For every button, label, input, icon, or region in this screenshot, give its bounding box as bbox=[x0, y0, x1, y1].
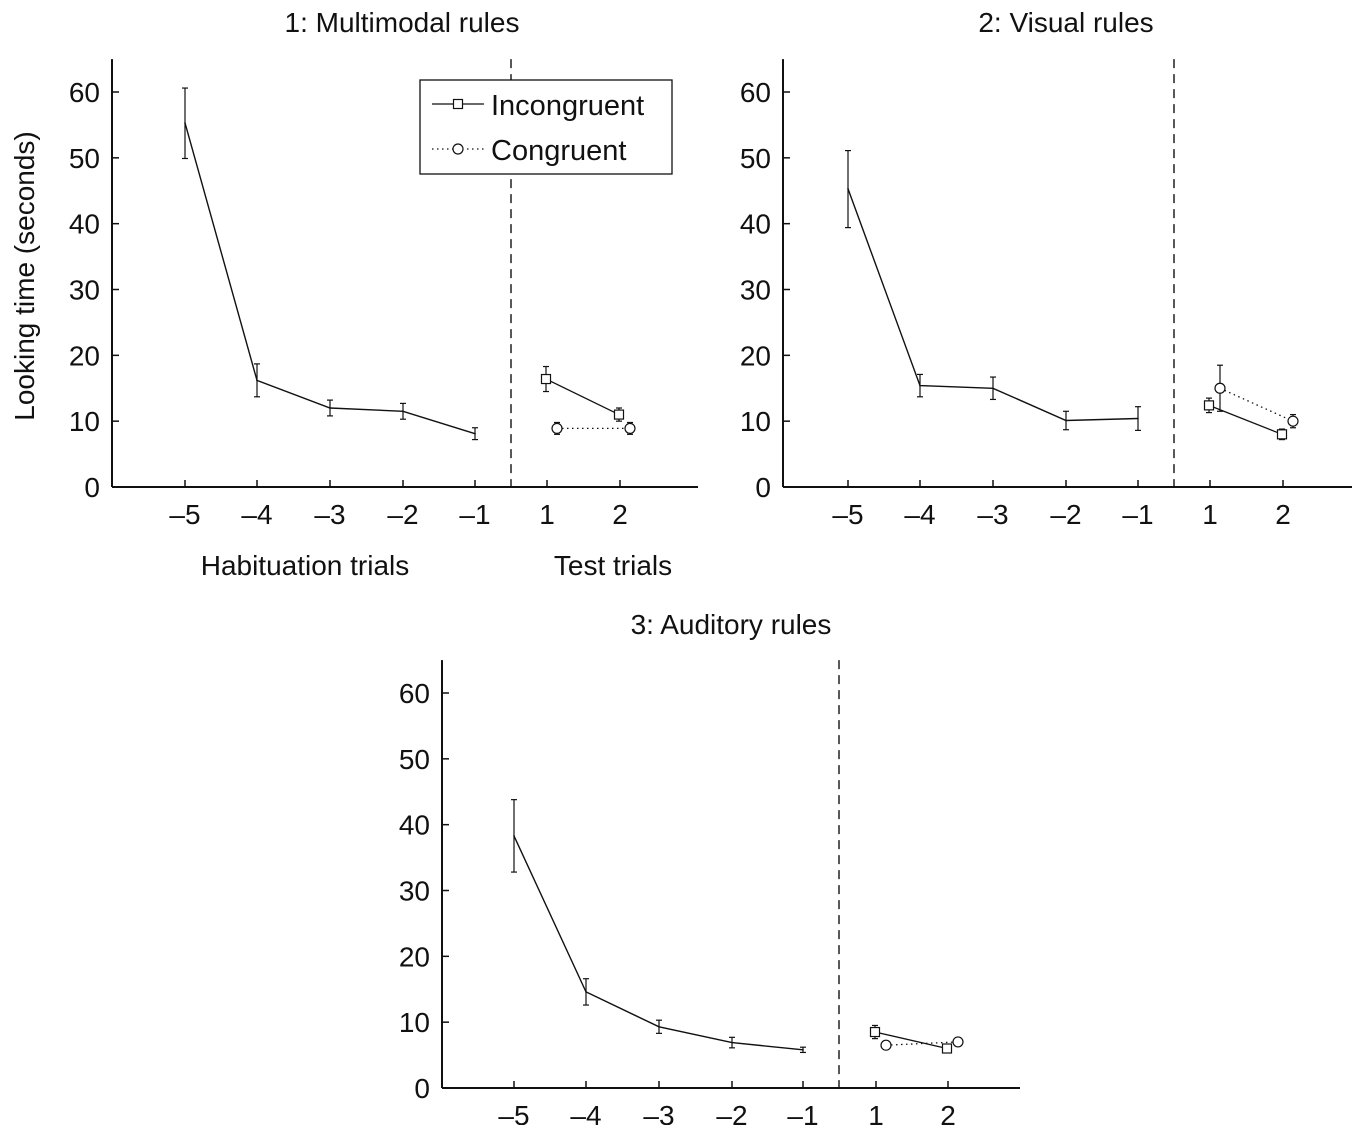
habituation-point bbox=[847, 187, 849, 190]
habituation-point bbox=[184, 122, 186, 124]
congruent-marker bbox=[551, 422, 563, 435]
habituation-point bbox=[1065, 419, 1067, 422]
habituation-point bbox=[992, 387, 994, 390]
x-tick-label: –3 bbox=[643, 1100, 674, 1125]
x-tick-label: –5 bbox=[169, 499, 200, 530]
habituation-point bbox=[474, 432, 476, 435]
congruent-marker bbox=[880, 1039, 892, 1051]
habituation-point bbox=[513, 835, 515, 837]
y-tick-label: 60 bbox=[69, 77, 100, 108]
y-axis-label: Looking time (seconds) bbox=[9, 131, 40, 420]
habituation-point bbox=[329, 407, 331, 409]
congruent-marker bbox=[1214, 382, 1226, 394]
y-tick-label: 50 bbox=[740, 143, 771, 174]
habituation-point bbox=[585, 991, 587, 993]
panel-multimodal: 1: Multimodal rules 0 10 20 30 40 50 60 –5 –4 –3 –2… bbox=[69, 7, 698, 530]
x-axis-label-habituation: Habituation trials bbox=[201, 550, 410, 581]
x-tick-label: –3 bbox=[314, 499, 345, 530]
panel-visual: 2: Visual rules 0 10 20 30 40 50 60 –5 –4 –3 –2 –1 1 2 bbox=[740, 7, 1352, 530]
congruent-line bbox=[1219, 387, 1294, 422]
habituation-point bbox=[802, 1049, 804, 1051]
x-tick-label: –3 bbox=[977, 499, 1008, 530]
x-tick-label: –2 bbox=[716, 1100, 747, 1125]
x-tick-label: 1 bbox=[539, 499, 555, 530]
x-tick-label: –4 bbox=[570, 1100, 601, 1125]
habituation-point bbox=[256, 379, 258, 382]
y-tick-label: 60 bbox=[740, 77, 771, 108]
x-tick-label: 2 bbox=[940, 1100, 956, 1125]
habituation-point bbox=[919, 384, 921, 387]
y-tick-label: 50 bbox=[399, 744, 430, 775]
habituation-point bbox=[402, 410, 404, 413]
incongruent-marker bbox=[1203, 400, 1215, 411]
legend-incongruent-label: Incongruent bbox=[491, 90, 644, 122]
x-tick-label: 1 bbox=[868, 1100, 884, 1125]
y-tick-label: 0 bbox=[755, 472, 771, 503]
incongruent-line bbox=[874, 1031, 948, 1050]
y-tick-label: 10 bbox=[399, 1007, 430, 1038]
x-tick-label: 1 bbox=[1202, 499, 1218, 530]
habituation-point bbox=[731, 1041, 733, 1044]
legend: Incongruent Congruent bbox=[419, 79, 673, 175]
incongruent-line bbox=[545, 378, 620, 416]
x-tick-label: –5 bbox=[832, 499, 863, 530]
y-tick-label: 20 bbox=[740, 340, 771, 371]
y-tick-label: 30 bbox=[399, 876, 430, 907]
incongruent-marker bbox=[1276, 429, 1288, 440]
x-tick-label: –4 bbox=[241, 499, 272, 530]
congruent-line bbox=[885, 1041, 959, 1046]
y-tick-label: 30 bbox=[740, 275, 771, 306]
x-tick-label: –1 bbox=[787, 1100, 818, 1125]
x-tick-label: –5 bbox=[498, 1100, 529, 1125]
y-tick-label: 10 bbox=[740, 406, 771, 437]
legend-congruent-marker bbox=[452, 143, 464, 155]
incongruent-marker bbox=[941, 1043, 953, 1054]
legend-congruent-label: Congruent bbox=[491, 135, 626, 167]
habituation-point bbox=[658, 1025, 660, 1028]
incongruent-line bbox=[1208, 404, 1283, 435]
x-tick-label: –4 bbox=[904, 499, 935, 530]
panel-auditory: 3: Auditory rules 0 10 20 30 40 50 60 –5 –4 –3 –2 –1… bbox=[399, 609, 1020, 1125]
x-tick-label: –1 bbox=[459, 499, 490, 530]
y-tick-label: 40 bbox=[740, 209, 771, 240]
x-tick-label: –2 bbox=[387, 499, 418, 530]
y-tick-label: 20 bbox=[399, 941, 430, 972]
legend-box bbox=[419, 79, 673, 175]
habituation-point bbox=[1137, 417, 1139, 420]
incongruent-marker bbox=[869, 1026, 881, 1038]
congruent-marker bbox=[1287, 415, 1299, 427]
incongruent-marker bbox=[540, 373, 552, 385]
y-tick-label: 50 bbox=[69, 143, 100, 174]
congruent-marker bbox=[624, 422, 636, 435]
x-tick-label: –2 bbox=[1050, 499, 1081, 530]
congruent-marker bbox=[952, 1036, 964, 1048]
legend-incongruent-marker bbox=[452, 98, 464, 110]
x-axis-label-test: Test trials bbox=[554, 550, 672, 581]
x-tick-label: 2 bbox=[1275, 499, 1291, 530]
y-tick-label: 40 bbox=[69, 209, 100, 240]
y-tick-label: 40 bbox=[399, 810, 430, 841]
x-tick-label: 2 bbox=[612, 499, 628, 530]
y-tick-label: 20 bbox=[69, 340, 100, 371]
y-tick-label: 10 bbox=[69, 406, 100, 437]
panel-title: 1: Multimodal rules bbox=[285, 7, 520, 38]
y-tick-label: 0 bbox=[84, 472, 100, 503]
incongruent-marker bbox=[613, 409, 625, 420]
y-tick-label: 30 bbox=[69, 275, 100, 306]
x-tick-label: –1 bbox=[1122, 499, 1153, 530]
y-tick-label: 0 bbox=[414, 1073, 430, 1104]
panel-title: 3: Auditory rules bbox=[631, 609, 832, 640]
habituation-line bbox=[513, 835, 804, 1051]
panel-title: 2: Visual rules bbox=[978, 7, 1153, 38]
y-tick-label: 60 bbox=[399, 678, 430, 709]
